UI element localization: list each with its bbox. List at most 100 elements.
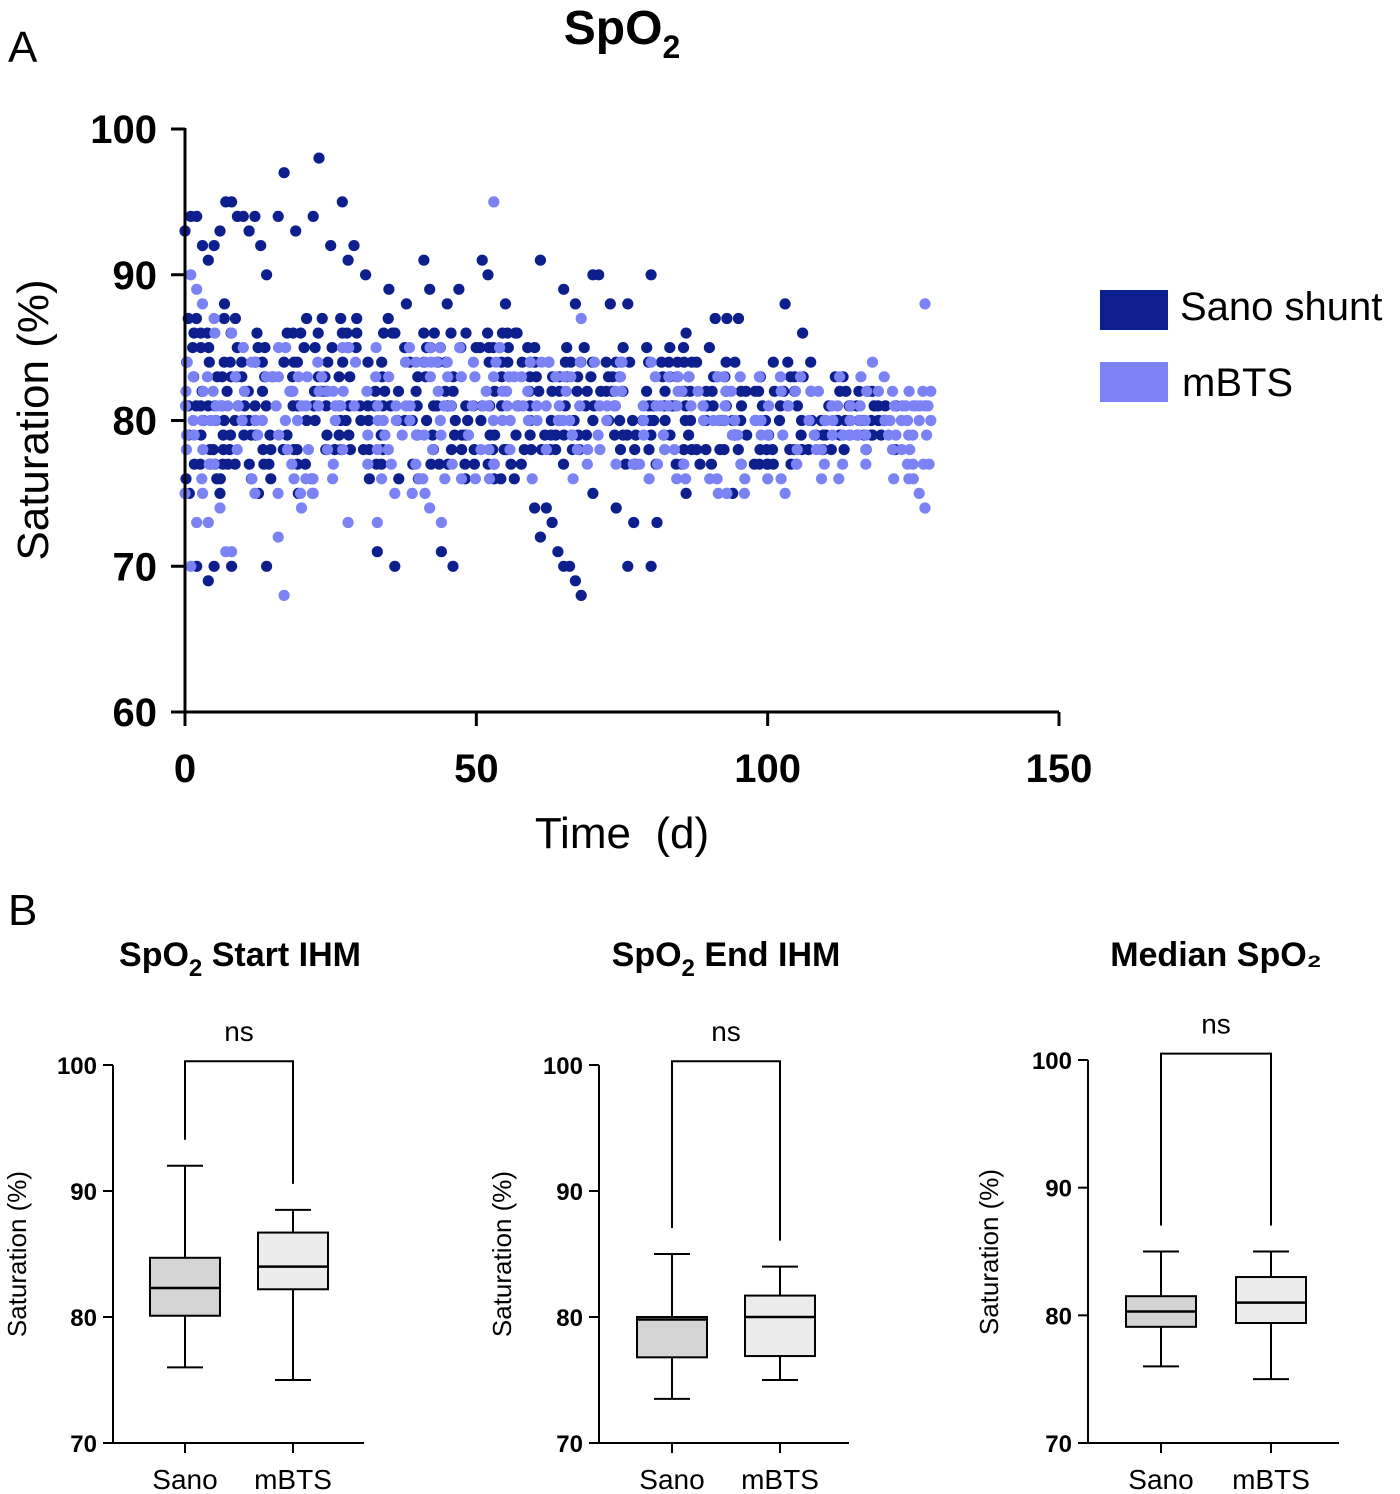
data-point-mbts (762, 429, 774, 441)
data-point-mbts (564, 414, 576, 427)
data-point-sano (540, 502, 552, 514)
data-point-sano (272, 210, 284, 222)
x-tick-label: 100 (734, 747, 801, 791)
data-point-sano (709, 312, 721, 325)
data-point-sano (569, 575, 582, 587)
data-point-sano (342, 254, 354, 266)
data-point-mbts (651, 458, 664, 470)
data-point-mbts (777, 429, 789, 441)
data-point-sano (569, 298, 582, 310)
data-point-sano (468, 458, 480, 470)
data-point-sano (684, 414, 697, 427)
data-point-mbts (246, 473, 258, 485)
data-point-mbts (361, 385, 373, 397)
data-point-mbts (196, 473, 208, 485)
data-point-sano (190, 312, 202, 325)
data-point-mbts (362, 429, 374, 441)
data-point-sano (580, 429, 593, 441)
significance-label: ns (1201, 1009, 1231, 1040)
box-mbts (744, 1294, 816, 1358)
data-point-mbts (820, 414, 832, 427)
data-point-sano (530, 371, 542, 383)
data-point-sano (290, 225, 302, 237)
data-point-mbts (302, 444, 314, 456)
data-point-mbts (531, 414, 543, 427)
data-point-mbts (553, 400, 565, 412)
data-point-mbts (236, 414, 248, 427)
data-point-sano (721, 312, 733, 325)
data-point-mbts (295, 400, 308, 412)
data-point-sano (718, 444, 730, 456)
data-point-sano (552, 546, 564, 558)
data-point-mbts (685, 400, 697, 412)
data-point-mbts (321, 444, 334, 456)
boxplot-median: Median SpO₂ 70 80 90 100 Sano mBTS ns Saturati… (974, 936, 1339, 1494)
data-point-sano (703, 342, 716, 354)
data-point-mbts (753, 371, 765, 383)
data-point-mbts (662, 400, 674, 412)
data-point-mbts (382, 444, 394, 456)
boxplot-title-start: SpO2 Start IHM (119, 936, 361, 982)
data-point-sano (316, 312, 328, 325)
data-point-sano (333, 371, 345, 383)
data-point-mbts (487, 414, 499, 427)
data-point-sano (309, 414, 321, 427)
data-point-mbts (719, 400, 731, 412)
data-point-mbts (385, 458, 397, 470)
data-point-mbts (389, 487, 401, 499)
data-point-mbts (501, 385, 513, 397)
data-point-mbts (522, 414, 535, 427)
data-point-sano (376, 356, 388, 368)
data-point-sano (617, 342, 629, 354)
data-point-mbts (818, 458, 831, 470)
data-point-sano (337, 356, 349, 368)
data-point-sano (600, 356, 612, 368)
box-sano (636, 1316, 708, 1359)
data-point-mbts (435, 429, 447, 441)
data-point-mbts (237, 342, 249, 354)
data-point-sano (326, 342, 338, 354)
category-label: Sano (152, 1464, 217, 1494)
data-point-sano (265, 444, 277, 456)
data-point-mbts (896, 444, 908, 456)
data-point-mbts (852, 429, 864, 441)
data-point-mbts (649, 371, 661, 383)
data-point-sano (614, 414, 626, 427)
data-point-sano (378, 327, 390, 339)
data-point-sano (587, 487, 599, 499)
boxplot-title-end-main: SpO (612, 936, 682, 974)
data-point-mbts (348, 400, 360, 412)
data-point-mbts (383, 371, 395, 383)
data-point-sano (651, 516, 663, 529)
data-point-sano (460, 327, 472, 339)
data-point-sano (694, 458, 706, 470)
data-point-sano (383, 283, 395, 295)
data-point-mbts (904, 444, 916, 456)
data-point-mbts (657, 429, 670, 441)
data-point-mbts (424, 342, 436, 354)
data-point-sano (797, 327, 809, 339)
y-tick-label: 80 (70, 1305, 97, 1332)
data-point-mbts (844, 400, 856, 412)
data-point-mbts (531, 400, 543, 412)
data-point-mbts (187, 414, 199, 427)
data-point-mbts (273, 429, 285, 441)
data-point-mbts (371, 444, 383, 456)
data-point-mbts (410, 458, 422, 470)
data-point-mbts (490, 356, 502, 368)
data-point-sano (456, 444, 468, 456)
data-point-sano (203, 356, 215, 368)
data-point-sano (659, 414, 671, 427)
data-point-mbts (659, 444, 671, 456)
data-point-sano (462, 414, 474, 427)
data-point-mbts (671, 400, 683, 412)
data-point-mbts (645, 356, 657, 368)
data-point-sano (648, 414, 660, 427)
data-point-mbts (214, 502, 226, 514)
data-point-sano (561, 342, 573, 354)
data-point-mbts (316, 371, 328, 383)
data-point-sano (853, 385, 865, 397)
data-point-sano (447, 385, 459, 397)
data-point-mbts (417, 473, 429, 485)
data-point-sano (322, 356, 334, 368)
